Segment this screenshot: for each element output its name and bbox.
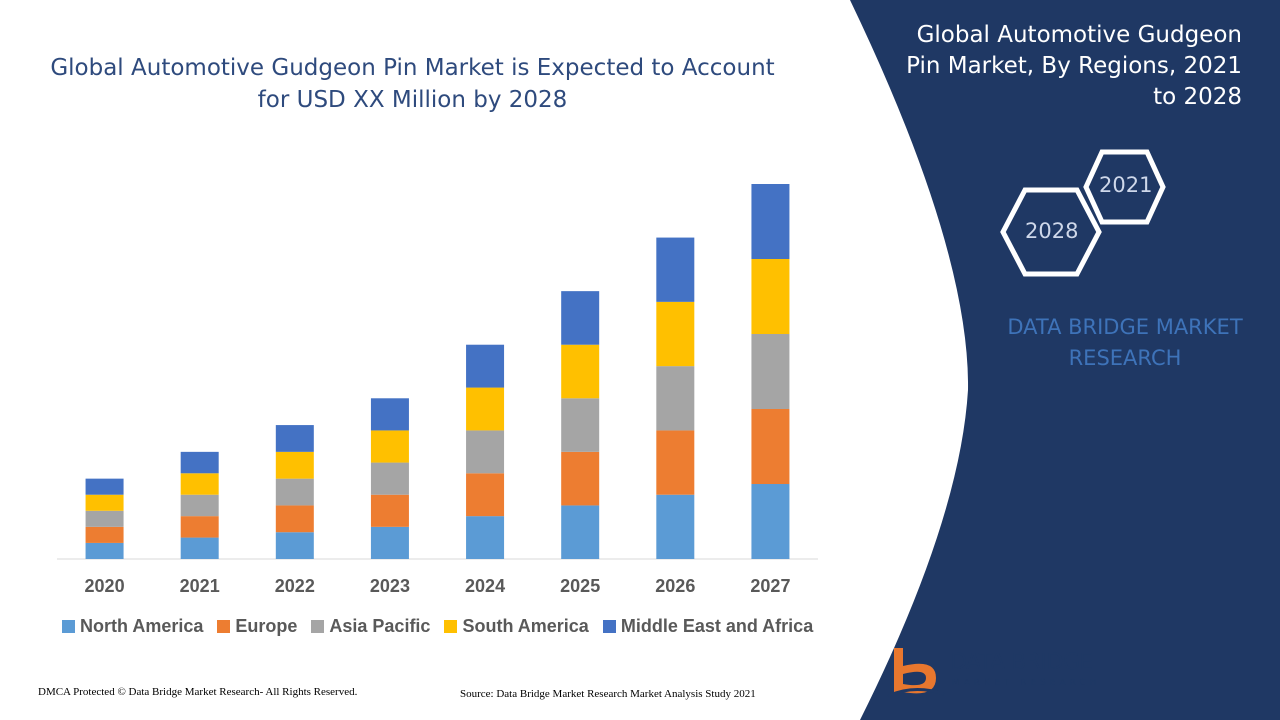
- legend-label: South America: [462, 616, 589, 636]
- bar-segment: [85, 494, 124, 511]
- logo-name: DATA BRIDGE: [950, 650, 1093, 675]
- bar-segment: [561, 291, 600, 345]
- legend-swatch: [62, 620, 75, 633]
- x-tick-label: 2023: [370, 576, 410, 596]
- hex-label-2021: 2021: [1099, 173, 1153, 197]
- chart-legend: North America Europe Asia Pacific South Ame…: [62, 616, 813, 637]
- legend-item: Middle East and Africa: [602, 616, 814, 637]
- bar-segment: [751, 409, 790, 484]
- bar-segment: [466, 387, 505, 431]
- brand-text: DATA BRIDGE MARKET RESEARCH: [1007, 315, 1243, 370]
- legend-label: Middle East and Africa: [620, 616, 814, 636]
- copyright-notice: DMCA Protected © Data Bridge Market Rese…: [38, 686, 358, 698]
- logo-mark-icon: [887, 648, 945, 698]
- hexagon-2028: [1000, 187, 1102, 277]
- bar-segment: [370, 462, 409, 495]
- bar-segment: [370, 494, 409, 527]
- x-tick-label: 2026: [655, 576, 695, 596]
- x-tick-label: 2025: [560, 576, 600, 596]
- bar-segment: [561, 505, 600, 559]
- bar-segment: [85, 510, 124, 527]
- bar-segment: [85, 542, 124, 559]
- legend-swatch: [311, 620, 325, 633]
- bar-segment: [751, 334, 790, 409]
- bar-segment: [656, 494, 695, 559]
- bar-segment: [466, 430, 505, 474]
- x-tick-label: 2021: [180, 576, 220, 596]
- legend-label: Europe: [235, 616, 298, 636]
- company-logo: DATA BRIDGE MARKET RESEARCH: [884, 644, 1104, 704]
- bar-segment: [656, 301, 695, 367]
- bar-segment: [466, 473, 505, 517]
- x-tick-label: 2022: [275, 576, 315, 596]
- legend-swatch: [602, 620, 616, 633]
- source-note: Source: Data Bridge Market Research Mark…: [460, 688, 756, 700]
- bar-segment: [751, 259, 790, 334]
- bar-segment: [275, 532, 314, 559]
- x-tick-label: 2024: [465, 576, 505, 596]
- bar-segment: [751, 184, 790, 259]
- bar-segment: [370, 430, 409, 463]
- bar-segment: [561, 398, 600, 452]
- bar-segment: [180, 494, 219, 517]
- x-tick-label: 2020: [85, 576, 125, 596]
- bar-segment: [466, 344, 505, 388]
- bar-segment: [656, 366, 695, 431]
- bar-segment: [180, 451, 219, 474]
- bar-segment: [275, 478, 314, 506]
- bar-segment: [275, 505, 314, 533]
- hexagon-2021: [1083, 149, 1166, 225]
- bar-segment: [85, 526, 124, 543]
- legend-item: North America: [62, 616, 203, 637]
- legend-label: North America: [80, 616, 204, 636]
- hex-label-2028: 2028: [1025, 219, 1079, 243]
- legend-label: Asia Pacific: [329, 616, 431, 636]
- bar-segment: [561, 451, 600, 506]
- panel-shape: [850, 0, 1280, 720]
- bar-segment: [466, 516, 505, 559]
- bar-segment: [370, 526, 409, 559]
- x-tick-label: 2027: [750, 576, 790, 596]
- panel-title: Global Automotive Gudgeon Pin Market, By…: [906, 22, 1242, 110]
- legend-item: Europe: [217, 616, 297, 637]
- bar-segment: [85, 478, 124, 495]
- bar-segment: [275, 425, 314, 452]
- bar-segment: [275, 451, 314, 479]
- legend-swatch: [444, 620, 458, 633]
- bar-segment: [656, 430, 695, 495]
- bar-segment: [370, 398, 409, 431]
- bar-segment: [180, 537, 219, 559]
- bar-segment: [656, 237, 695, 302]
- bar-segment: [180, 473, 219, 495]
- chart-title: Global Automotive Gudgeon Pin Market is …: [50, 55, 775, 113]
- bar-segment: [180, 516, 219, 538]
- legend-swatch: [217, 620, 231, 633]
- legend-item: South America: [444, 616, 589, 637]
- bar-segment: [751, 484, 790, 559]
- bar-segment: [561, 344, 600, 399]
- legend-item: Asia Pacific: [311, 616, 430, 637]
- logo-subtitle: MARKET RESEARCH: [952, 678, 1101, 688]
